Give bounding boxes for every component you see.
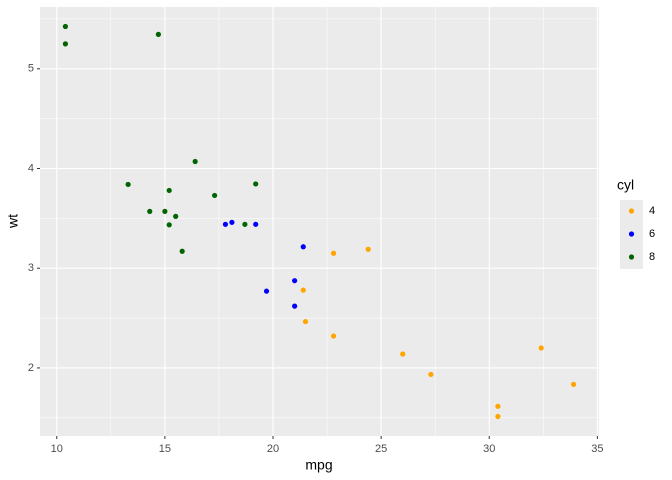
point	[229, 219, 235, 225]
point	[173, 213, 179, 219]
y-tick-label: 3	[28, 262, 34, 274]
legend-label: 8	[649, 251, 655, 263]
point	[495, 413, 501, 420]
point	[300, 287, 306, 293]
point	[166, 222, 172, 228]
legend: 4 6 8	[620, 200, 655, 269]
y-tick-label: 5	[28, 63, 34, 75]
point	[212, 192, 218, 199]
point	[570, 381, 577, 387]
point	[302, 318, 309, 325]
point	[292, 303, 298, 309]
legend-title: cyl	[617, 177, 634, 193]
point	[62, 23, 69, 30]
legend-marker	[628, 231, 635, 237]
point	[428, 371, 434, 378]
point	[155, 31, 161, 37]
x-tick-label: 15	[159, 443, 171, 455]
grid	[40, 7, 599, 436]
point	[365, 246, 371, 252]
point	[263, 288, 270, 294]
x-tick-label: 35	[591, 443, 603, 455]
point	[495, 403, 501, 409]
point	[330, 250, 337, 256]
point	[538, 345, 544, 351]
point	[166, 187, 172, 194]
y-tick-label: 2	[28, 362, 34, 374]
point	[330, 333, 337, 339]
point	[242, 221, 248, 227]
point	[253, 181, 259, 187]
point	[300, 244, 306, 250]
point	[222, 221, 229, 227]
points	[62, 23, 577, 420]
x-tick-label: 25	[375, 443, 387, 455]
y-axis-label: wt	[5, 214, 21, 229]
x-tick-label: 20	[267, 443, 279, 455]
point	[400, 351, 406, 357]
point	[192, 158, 198, 165]
point	[253, 221, 259, 227]
y-tick-label: 4	[28, 162, 34, 174]
x-axis-label: mpg	[305, 457, 332, 473]
point	[292, 278, 298, 284]
point	[179, 248, 185, 254]
x-tick-label: 10	[51, 443, 63, 455]
legend-marker	[628, 254, 635, 260]
legend-label: 6	[649, 228, 655, 240]
point	[147, 208, 153, 214]
legend-marker	[628, 208, 635, 214]
point	[162, 208, 168, 214]
point	[125, 181, 131, 188]
x-tick-label: 30	[483, 443, 495, 455]
point	[62, 41, 69, 47]
panel	[40, 7, 599, 436]
legend-label: 4	[649, 205, 655, 217]
